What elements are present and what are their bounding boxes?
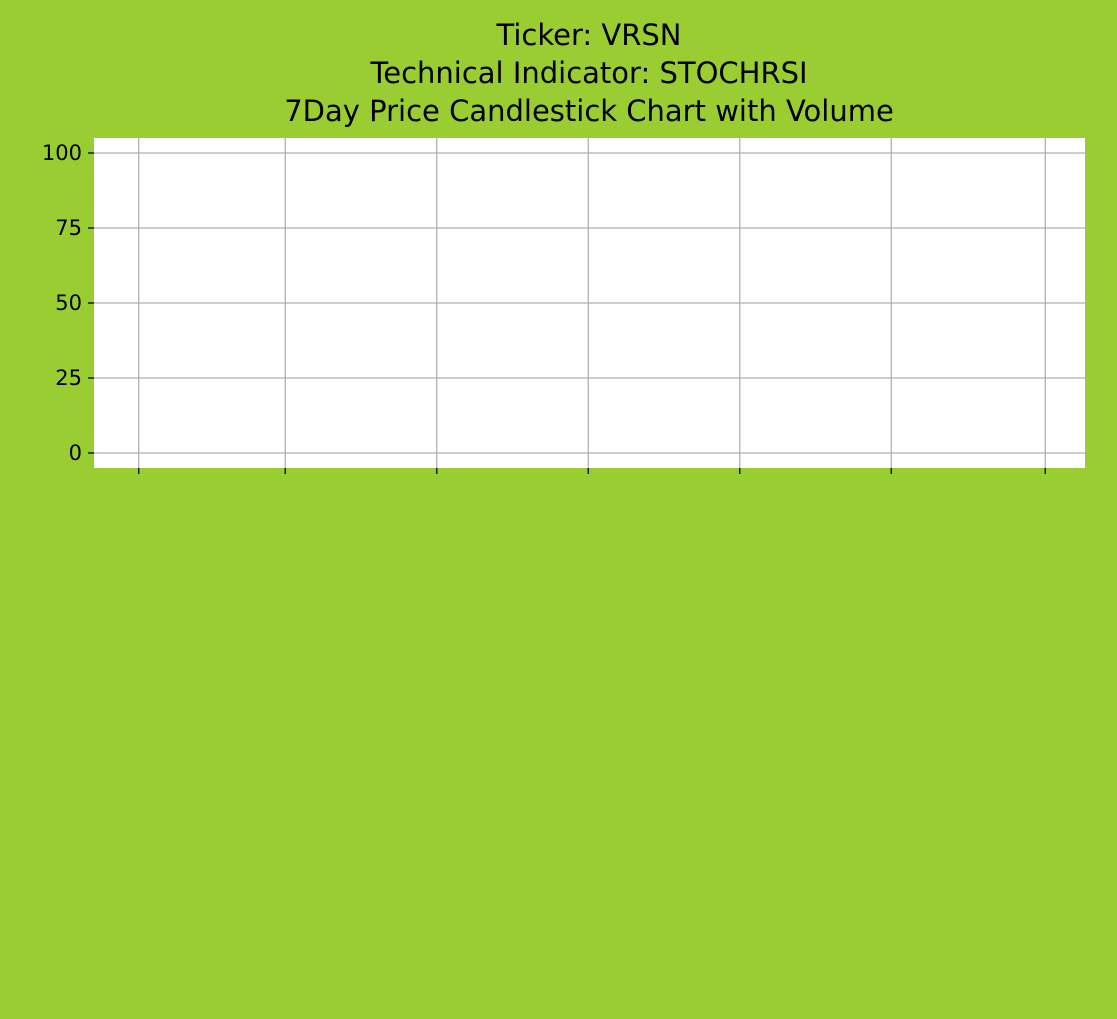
stochrsi-y-tick-label: 0: [69, 441, 82, 465]
stochrsi-y-tick-label: 75: [55, 216, 82, 240]
stochrsi-y-tick-label: 25: [55, 366, 82, 390]
stochrsi-y-tick-label: 100: [42, 141, 82, 165]
stochrsi-panel: 0 25 50 75 100: [42, 138, 1085, 474]
stochrsi-y-tick-label: 50: [55, 291, 82, 315]
title-line-1: Ticker: VRSN: [496, 18, 682, 52]
title-line-2: Technical Indicator: STOCHRSI: [369, 56, 807, 90]
title-line-3: 7Day Price Candlestick Chart with Volume: [284, 94, 894, 128]
figure-title: Ticker: VRSN Technical Indicator: STOCHR…: [284, 18, 894, 128]
